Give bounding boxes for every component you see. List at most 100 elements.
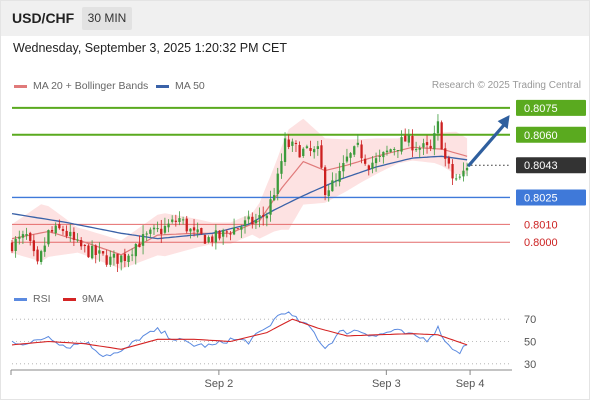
candle-body xyxy=(50,230,54,232)
x-tick-label: Sep 2 xyxy=(205,378,234,390)
candle-body xyxy=(258,215,261,219)
level-tag-0.8075 xyxy=(516,99,586,116)
rsi-ma-line xyxy=(11,318,468,350)
candle-body xyxy=(455,178,458,180)
candle-body xyxy=(353,146,356,155)
candle-body xyxy=(265,215,268,219)
ma50-legend-swatch xyxy=(156,85,169,88)
level-label-0.8075: 0.8075 xyxy=(524,103,558,115)
candle-body xyxy=(364,158,367,164)
candle-body xyxy=(247,216,250,220)
candle-body xyxy=(324,167,327,195)
candle-body xyxy=(47,230,50,245)
candle-body xyxy=(127,255,130,262)
candle-body xyxy=(404,135,407,142)
candle-body xyxy=(25,234,28,236)
candle-body xyxy=(342,163,345,172)
candle-body xyxy=(236,228,239,230)
projection-arrow-head xyxy=(497,115,510,130)
currency-pair-title: USD/CHF xyxy=(12,10,75,26)
candle-body xyxy=(200,228,203,234)
candle-body xyxy=(138,243,141,248)
candle-body xyxy=(72,231,76,240)
candle-body xyxy=(116,253,119,264)
candle-body xyxy=(109,256,112,265)
candle-body xyxy=(65,230,68,237)
candle-body xyxy=(356,142,359,145)
candle-body xyxy=(345,156,349,162)
candle-body xyxy=(444,148,447,159)
candle-body xyxy=(327,190,330,196)
level-label-0.8010: 0.8010 xyxy=(524,219,558,231)
candle-body xyxy=(411,136,414,151)
candle-body xyxy=(305,146,309,148)
candle-body xyxy=(418,147,421,150)
candle-body xyxy=(29,232,32,241)
candle-body xyxy=(433,133,436,150)
level-label-0.8025: 0.8025 xyxy=(524,192,558,204)
candle-body xyxy=(429,145,432,149)
candle-body xyxy=(393,149,396,150)
candle-body xyxy=(360,144,363,159)
candle-body xyxy=(451,164,454,179)
timestamp: Wednesday, September 3, 2025 1:20:32 PM … xyxy=(13,41,287,55)
bollinger-band-area xyxy=(12,118,468,270)
candle-body xyxy=(385,150,389,153)
timeframe-button[interactable]: 30 MIN xyxy=(82,7,132,30)
candle-body xyxy=(149,229,152,234)
ma50-line xyxy=(11,155,468,240)
candle-body xyxy=(134,244,137,257)
candle-body xyxy=(18,236,21,239)
candle-body xyxy=(61,229,65,231)
candle-body xyxy=(174,220,177,222)
candle-body xyxy=(240,226,243,230)
candle-body xyxy=(163,226,167,233)
candle-body xyxy=(207,237,210,243)
candle-body xyxy=(371,162,374,169)
ma50-legend-label: MA 50 xyxy=(175,80,205,92)
candle-body xyxy=(287,139,290,147)
candle-body xyxy=(141,234,145,246)
rsi-tick-50: 50 xyxy=(524,337,536,349)
rsi-tick-30: 30 xyxy=(524,359,536,371)
candle-body xyxy=(32,240,35,252)
candle-body xyxy=(374,158,378,164)
level-tag-0.8043 xyxy=(516,157,586,174)
candle-body xyxy=(225,231,228,233)
candle-body xyxy=(367,165,370,170)
candle-body xyxy=(458,176,461,178)
candle-body xyxy=(36,249,39,262)
candle-body xyxy=(447,157,450,164)
candle-body xyxy=(302,148,305,156)
candle-body xyxy=(320,145,323,168)
candle-body xyxy=(331,180,334,192)
candle-body xyxy=(211,236,214,243)
candle-body xyxy=(396,150,400,151)
x-tick-label: Sep 4 xyxy=(456,378,485,390)
rsi-tick-70: 70 xyxy=(524,314,536,326)
rsi-ma-legend-swatch xyxy=(63,298,76,301)
candle-body xyxy=(120,255,123,263)
ma20-line xyxy=(11,146,468,256)
candle-body xyxy=(40,251,43,262)
candle-body xyxy=(54,225,57,234)
candle-body xyxy=(101,251,105,254)
candle-body xyxy=(283,138,287,162)
candle-body xyxy=(185,218,188,232)
candle-body xyxy=(222,230,225,237)
candle-body xyxy=(94,245,97,255)
candle-body xyxy=(273,195,276,201)
candle-body xyxy=(214,230,217,243)
candle-body xyxy=(152,227,156,230)
candle-body xyxy=(156,228,159,230)
candle-body xyxy=(145,233,148,235)
candle-body xyxy=(440,122,443,150)
candle-body xyxy=(338,171,341,182)
candle-body xyxy=(294,143,298,144)
candle-body xyxy=(349,153,352,158)
level-tag-0.8025 xyxy=(516,189,586,206)
candle-body xyxy=(167,223,170,228)
candle-body xyxy=(378,156,381,157)
